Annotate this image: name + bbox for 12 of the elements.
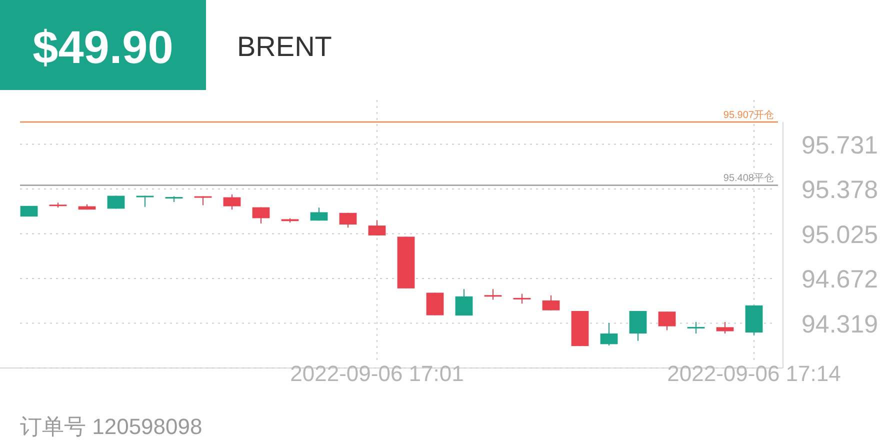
ref-line-label: 95.408平仓 xyxy=(723,172,774,184)
y-tick-label: 94.319 xyxy=(802,310,878,338)
text: $49.90 xyxy=(32,21,174,73)
chart-title: BRENT xyxy=(237,31,332,62)
x-tick-label: 2022-09-06 17:01 xyxy=(290,361,464,386)
ref-line-label: 95.907开仓 xyxy=(723,109,774,121)
x-tick-label: 2022-09-06 17:14 xyxy=(667,361,841,386)
y-tick-label: 95.731 xyxy=(802,131,878,160)
y-tick-label: 94.672 xyxy=(802,266,878,294)
y-tick-label: 95.378 xyxy=(802,176,878,204)
y-tick-label: 95.025 xyxy=(802,220,878,249)
text: 订单号 120598098 xyxy=(20,414,202,439)
